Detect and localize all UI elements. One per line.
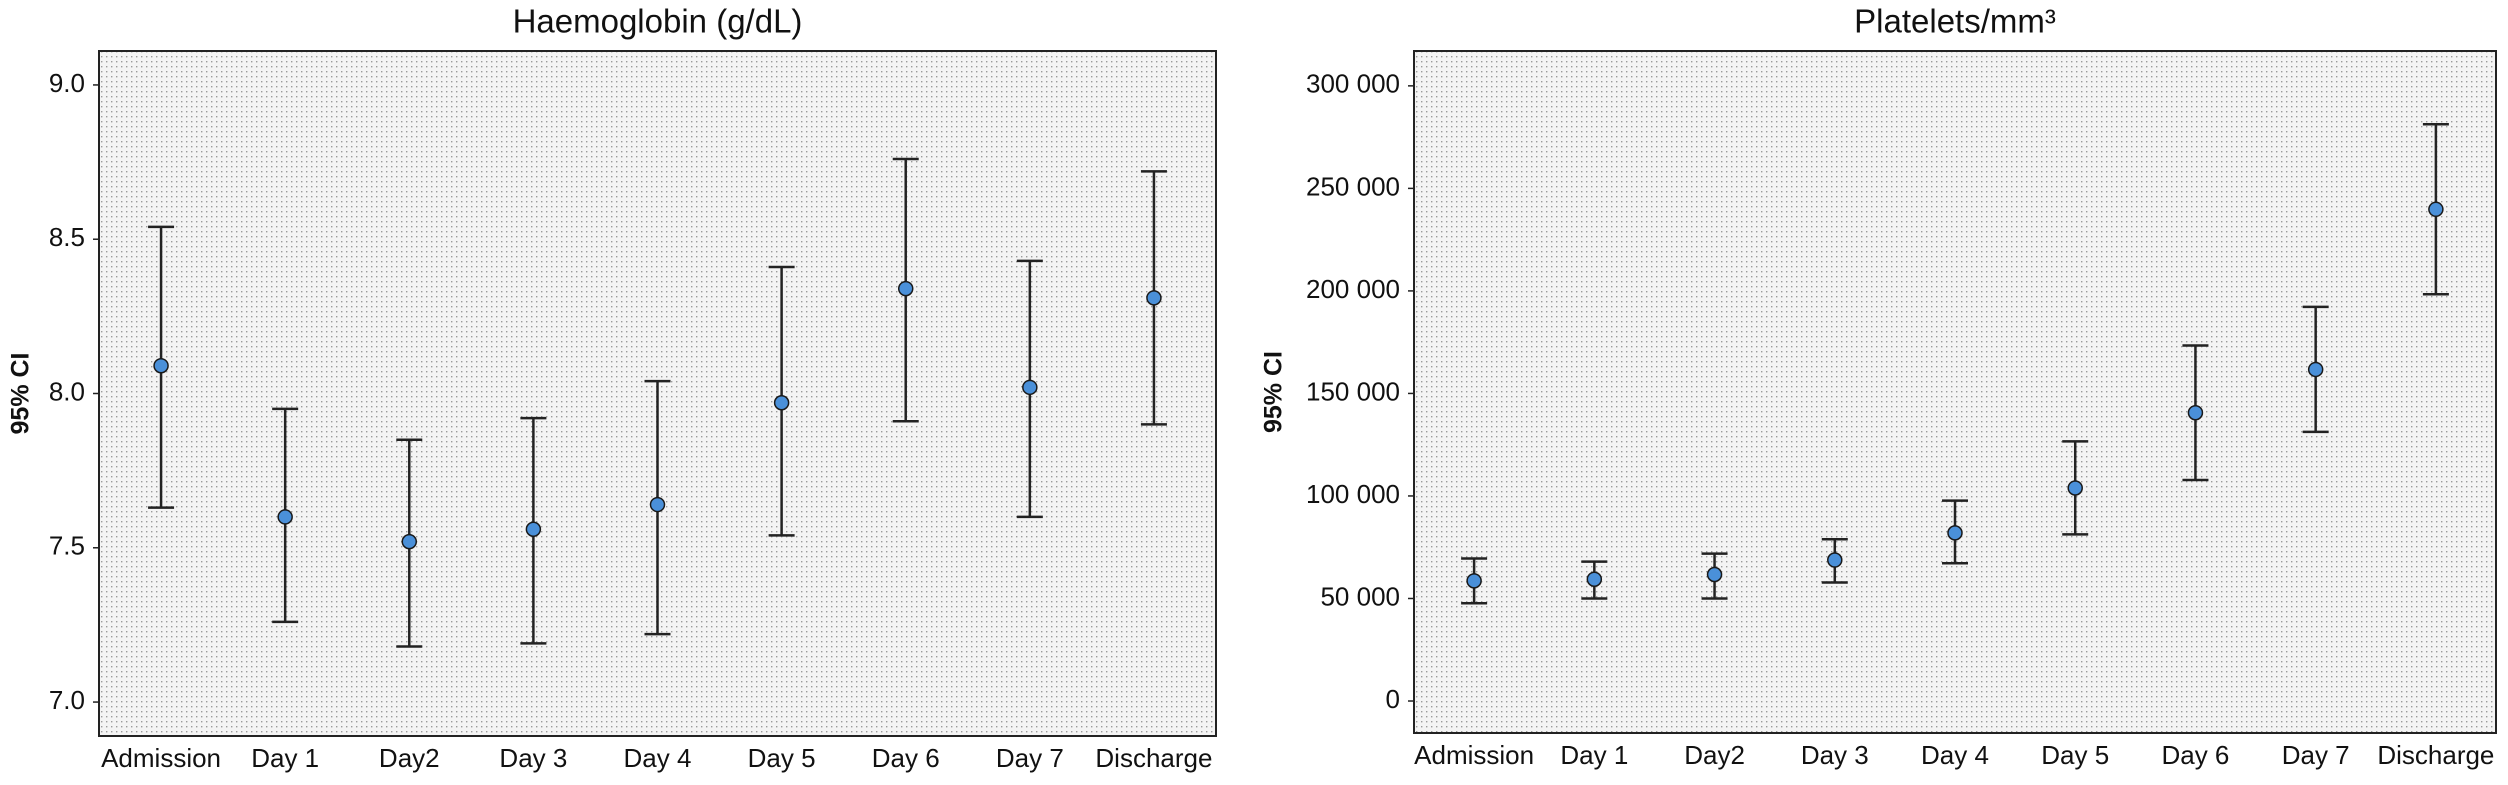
mean-point [1586, 571, 1603, 587]
mean-point [525, 521, 542, 538]
y-axis-label: 95% CI [1260, 351, 1288, 433]
mean-point [649, 496, 666, 513]
mean-point [153, 357, 169, 374]
x-tick-label: Day 6 [872, 743, 940, 773]
y-tick-label: 300 000 [1306, 69, 1400, 99]
x-tick-label: Day 7 [996, 743, 1064, 773]
y-tick-label: 50 000 [1320, 581, 1400, 611]
x-tick-label: Day2 [1684, 740, 1745, 770]
x-tick-label: Admission [101, 743, 221, 773]
y-tick-label: 9.0 [49, 68, 85, 98]
x-tick-label: Discharge [1095, 743, 1212, 773]
x-tick-label: Day 4 [1921, 740, 1989, 770]
y-tick-label: 0 [1386, 684, 1400, 714]
x-tick-label: Discharge [2377, 740, 2494, 770]
y-tick-label: 150 000 [1306, 376, 1400, 406]
x-tick-label: Day 5 [748, 743, 816, 773]
mean-point [401, 533, 418, 550]
x-tick-label: Day 3 [499, 743, 567, 773]
y-tick-label: 7.5 [49, 531, 85, 561]
x-tick-label: Admission [1414, 740, 1534, 770]
mean-point [1146, 290, 1162, 306]
y-tick-label: 250 000 [1306, 171, 1400, 201]
mean-point [1827, 552, 1843, 568]
x-tick-label: Day2 [379, 743, 440, 773]
mean-point [1022, 379, 1038, 396]
x-tick-label: Day 3 [1801, 740, 1869, 770]
mean-point [897, 280, 914, 297]
y-axis-label: 95% CI [7, 353, 35, 435]
mean-point [2428, 201, 2444, 218]
plot-area [1413, 50, 2497, 734]
chart-title: Platelets/mm³ [1854, 3, 2056, 40]
y-tick-label: 7.0 [49, 685, 85, 715]
chart-title: Haemoglobin (g/dL) [513, 3, 803, 40]
x-tick-label: Day 7 [2282, 740, 2350, 770]
x-tick-label: Day 1 [251, 743, 319, 773]
x-tick-label: Day 4 [624, 743, 692, 773]
mean-point [1947, 525, 1963, 541]
x-tick-label: Day 1 [1560, 740, 1628, 770]
x-tick-label: Day 5 [2041, 740, 2109, 770]
mean-point [277, 509, 293, 525]
y-tick-label: 100 000 [1306, 479, 1400, 509]
mean-point [2187, 404, 2204, 421]
mean-point [2307, 361, 2324, 378]
y-tick-label: 8.0 [49, 376, 85, 406]
y-tick-label: 8.5 [49, 222, 85, 252]
x-tick-label: Day 6 [2161, 740, 2229, 770]
mean-point [1706, 566, 1723, 583]
mean-point [2067, 480, 2083, 496]
y-tick-label: 200 000 [1306, 274, 1400, 304]
mean-point [1466, 573, 1482, 589]
mean-point [773, 395, 790, 411]
